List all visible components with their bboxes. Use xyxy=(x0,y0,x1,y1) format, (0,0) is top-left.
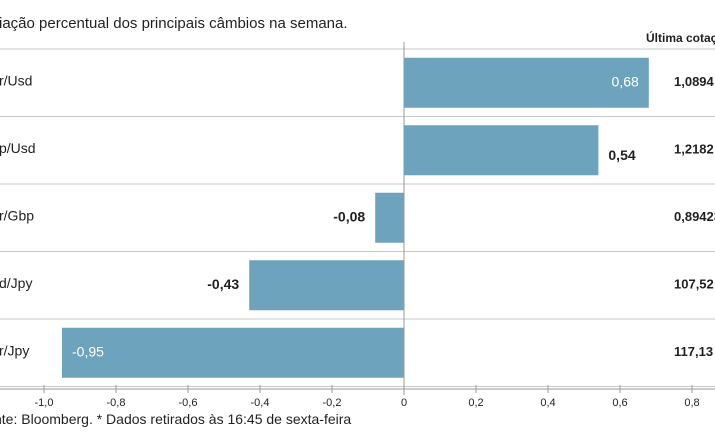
x-tick-label: 0,8 xyxy=(684,397,699,409)
data-label: -0,43 xyxy=(207,276,239,292)
footnote: nte: Bloomberg. * Dados retirados às 16:… xyxy=(0,411,352,427)
category-label: d/Jpy xyxy=(0,275,32,291)
x-tick-label: -0,8 xyxy=(107,397,126,409)
bar xyxy=(375,192,404,243)
data-label: 0,68 xyxy=(612,73,639,89)
last-quote-value: 107,52 xyxy=(674,277,714,292)
chart-subtitle: riação percentual dos principais câmbios… xyxy=(0,15,348,32)
bar xyxy=(404,57,649,108)
bar xyxy=(404,125,599,176)
x-tick-label: 0,2 xyxy=(468,397,483,409)
bar xyxy=(62,327,404,378)
x-tick-label: 0 xyxy=(401,397,407,409)
x-tick-label: -1,0 xyxy=(35,397,54,409)
category-label: r/Usd xyxy=(0,72,32,88)
last-quote-header: Última cotaç xyxy=(646,31,715,45)
x-tick-label: 0,6 xyxy=(612,397,627,409)
data-label: -0,08 xyxy=(333,208,365,224)
data-label: 0,54 xyxy=(608,147,635,163)
category-label: r/Jpy xyxy=(0,342,29,358)
last-quote-value: 117,13 xyxy=(674,344,713,359)
category-label: p/Usd xyxy=(0,140,36,156)
last-quote-value: 0,89423 xyxy=(674,209,715,224)
last-quote-value: 1,0894 xyxy=(674,74,715,89)
bar-chart: r/Usd 0,68 1,0894 p/Usd 0,54 1,2182 r/Gbp -0,08… xyxy=(0,42,715,409)
bar xyxy=(249,260,404,311)
category-label: r/Gbp xyxy=(0,207,34,223)
x-tick-label: -0,4 xyxy=(251,397,270,409)
last-quote-value: 1,2182 xyxy=(674,142,714,157)
x-tick-label: 0,4 xyxy=(540,397,555,409)
data-label: -0,95 xyxy=(72,343,104,359)
x-tick-label: -0,6 xyxy=(179,397,198,409)
x-tick-label: -0,2 xyxy=(323,397,342,409)
